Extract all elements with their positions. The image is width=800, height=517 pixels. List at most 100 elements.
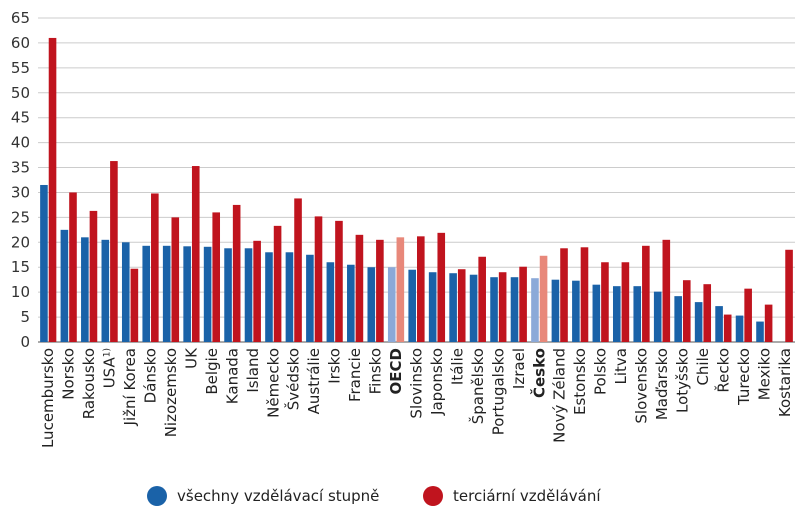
bar-tertiary-slovensko: [642, 245, 650, 342]
bar-tertiary-chile: [703, 284, 712, 342]
x-tick-label-madarsko: Maďarsko: [653, 348, 671, 420]
y-tick-label: 55: [11, 59, 30, 77]
bar-tertiary-portugalsko: [498, 272, 507, 342]
bar-tertiary-recko: [723, 314, 732, 342]
y-axis: 0 5 10 15 20 25 30 35 40 45 50 55 60 65: [11, 9, 30, 351]
x-tick-label-francie: Francie: [346, 348, 364, 402]
bar-all-levels-lotyssko: [674, 296, 682, 342]
x-tick-label-belgie: Belgie: [203, 348, 221, 395]
x-tick-label-australie: Austrálie: [305, 348, 323, 414]
bar-tertiary-oecd: [396, 237, 405, 342]
bar-all-levels-italie: [449, 273, 457, 342]
x-tick-label-oecd: OECD: [387, 348, 405, 394]
bar-all-levels-portugalsko: [490, 277, 498, 342]
y-tick-label: 65: [11, 9, 30, 27]
bar-tertiary-lotyssko: [682, 280, 691, 342]
bar-all-levels-irsko: [326, 262, 335, 342]
x-tick-label-cesko: Česko: [529, 348, 548, 398]
bar-tertiary-kanada: [232, 204, 241, 342]
x-tick-label-nizozemsko: Nizozemsko: [162, 348, 180, 437]
x-tick-label-litva: Litva: [612, 348, 630, 384]
x-tick-label-portugalsko: Portugalsko: [489, 348, 507, 435]
bar-all-levels-cesko: [531, 278, 539, 342]
y-tick-label: 0: [20, 333, 30, 351]
bar-tertiary-francie: [355, 234, 364, 342]
bar-all-levels-slovensko: [633, 286, 642, 342]
y-tick-label: 35: [11, 159, 30, 177]
x-tick-label-slovensko: Slovensko: [633, 348, 651, 424]
bar-all-levels-uk: [183, 246, 191, 342]
bar-all-levels-estonsko: [572, 280, 580, 342]
bar-all-levels-nemecko: [265, 252, 273, 342]
bar-all-levels-svedsko: [285, 252, 294, 342]
legend-label-tertiary: terciární vzdělávání: [453, 487, 601, 505]
x-tick-label-usa: USA1): [101, 348, 119, 388]
bar-tertiary-mexiko: [764, 304, 773, 342]
x-tick-label-italie: Itálie: [448, 348, 466, 385]
x-tick-label-japonsko: Japonsko: [428, 348, 446, 416]
legend-label-all-levels: všechny vzdělávací stupně: [177, 487, 379, 505]
x-tick-label-lotyssko: Lotyšsko: [673, 348, 691, 413]
y-tick-label: 45: [11, 109, 30, 127]
bar-tertiary-lucembursko: [48, 37, 57, 342]
bar-tertiary-spanelsko: [478, 256, 486, 342]
bar-all-levels-japonsko: [428, 272, 437, 342]
bar-all-levels-finsko: [367, 267, 376, 342]
x-tick-label-island: Island: [244, 348, 262, 393]
x-tick-label-jizni-korea: Jižní Korea: [121, 348, 139, 426]
bar-all-levels-dansko: [142, 245, 151, 342]
bar-all-levels-francie: [347, 264, 355, 342]
x-tick-label-turecko: Turecko: [735, 348, 753, 406]
x-tick-label-dansko: Dánsko: [142, 348, 160, 403]
y-tick-label: 50: [11, 84, 30, 102]
bar-tertiary-finsko: [376, 239, 384, 342]
bar-tertiary-kostarika: [785, 249, 793, 342]
y-tick-label: 10: [11, 283, 30, 301]
bar-all-levels-polsko: [592, 284, 601, 342]
bar-tertiary-nizozemsko: [171, 217, 180, 342]
y-tick-label: 30: [11, 183, 30, 201]
bar-all-levels-jizni-korea: [121, 242, 130, 342]
bar-all-levels-norsko: [60, 229, 69, 342]
bar-tertiary-usa: [110, 161, 118, 342]
x-tick-label-chile: Chile: [694, 348, 712, 386]
y-tick-label: 60: [11, 34, 30, 52]
x-tick-label-kanada: Kanada: [223, 348, 241, 404]
x-tick-label-kostarika: Kostarika: [776, 348, 794, 417]
x-tick-label-estonsko: Estonsko: [571, 348, 589, 415]
x-tick-label-mexiko: Mexiko: [755, 348, 773, 400]
bar-tertiary-italie: [457, 269, 466, 342]
x-tick-label-svedsko: Švédsko: [284, 348, 303, 410]
bar-tertiary-australie: [314, 216, 323, 342]
x-tick-label-izrael: Izrael: [510, 348, 528, 389]
bar-all-levels-usa: [101, 239, 110, 342]
bar-all-levels-mexiko: [756, 321, 764, 342]
bar-tertiary-norsko: [69, 192, 77, 342]
bar-tertiary-madarsko: [662, 239, 671, 342]
bar-all-levels-australie: [306, 254, 314, 342]
bar-tertiary-island: [253, 240, 261, 342]
x-tick-label-finsko: Finsko: [367, 348, 385, 394]
bar-tertiary-irsko: [335, 220, 343, 342]
bar-all-levels-spanelsko: [469, 274, 478, 342]
x-tick-label-spanelsko: Španělsko: [468, 348, 487, 424]
x-tick-label-rakousko: Rakousko: [80, 348, 98, 419]
x-tick-label-novy-zeland: Nový Zéland: [551, 348, 569, 443]
bar-all-levels-oecd: [387, 267, 396, 342]
bar-tertiary-slovinsko: [417, 236, 425, 342]
bar-tertiary-polsko: [601, 262, 609, 342]
bar-tertiary-dansko: [151, 193, 159, 342]
y-tick-label: 5: [20, 308, 30, 326]
y-tick-label: 25: [11, 208, 30, 226]
bar-all-levels-island: [244, 248, 253, 342]
legend: všechny vzdělávací stupně terciární vzdě…: [147, 486, 601, 506]
bar-tertiary-cesko: [539, 255, 548, 342]
bar-tertiary-svedsko: [294, 198, 302, 342]
x-tick-label-slovinsko: Slovinsko: [408, 348, 426, 419]
bar-tertiary-izrael: [519, 266, 527, 342]
x-axis: Lucembursko Norsko Rakousko USA1) Jižní Kore…: [39, 347, 794, 448]
x-tick-label-uk: UK: [182, 347, 200, 369]
bar-all-levels-lucembursko: [40, 184, 48, 342]
bars: [40, 37, 793, 342]
